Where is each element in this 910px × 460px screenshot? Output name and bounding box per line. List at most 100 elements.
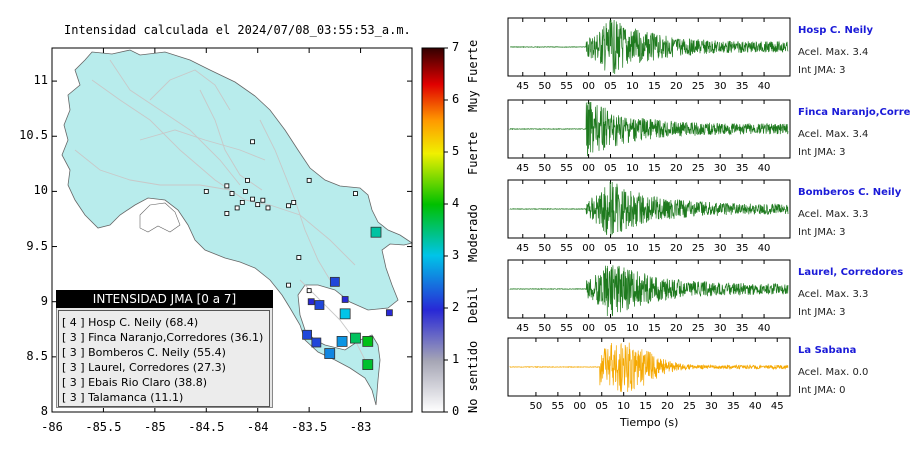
colorbar-tick-label: 1	[452, 352, 460, 366]
station-name: Hosp C. Neily	[798, 25, 873, 36]
minor-station-marker	[250, 196, 255, 202]
waveform-tick-label: 20	[669, 81, 683, 92]
map-ytick-label: 11	[33, 73, 48, 88]
waveform-tick-label: 05	[604, 323, 617, 334]
waveform-tick-label: 20	[669, 243, 683, 254]
waveform-tick-label: 45	[516, 243, 530, 254]
minor-station-marker	[234, 205, 240, 211]
colorbar-tick-label: 4	[452, 196, 460, 210]
waveform-trace	[510, 19, 789, 75]
waveform-panel	[507, 99, 791, 159]
colorbar-tick-label: 3	[452, 248, 460, 262]
legend-line: [ 3 ] Finca Naranjo,Corredores (36.1)	[62, 331, 264, 344]
intensity-marker	[314, 300, 325, 310]
waveform-tick-label: 10	[626, 323, 639, 334]
intensity-marker	[362, 336, 374, 347]
waveform-panel	[507, 337, 791, 397]
colorbar	[421, 47, 445, 413]
intensity-marker	[385, 309, 393, 317]
waveform-tick-label: 25	[683, 401, 696, 412]
intensity-marker	[350, 332, 361, 344]
waveform-tick-label: 05	[604, 81, 617, 92]
waveform-tick-label: 15	[648, 81, 661, 92]
minor-station-marker	[260, 197, 266, 203]
waveform-tick-label: 20	[661, 401, 674, 412]
colorbar-tick-label: 5	[452, 144, 460, 158]
waveform-tick-label: 50	[538, 163, 552, 174]
waveform-tick-label: 30	[713, 323, 727, 334]
station-jma: Int JMA: 3	[798, 227, 846, 238]
waveform-panel	[507, 259, 791, 319]
legend-inner	[58, 310, 270, 407]
map-title: Intensidad calculada el 2024/07/08_03:55…	[64, 23, 411, 37]
minor-station-marker	[245, 177, 250, 183]
colorbar-category-label: No sentido	[466, 340, 480, 413]
map-xtick-label: -85	[144, 420, 166, 434]
intensity-marker	[324, 348, 336, 359]
map-xtick-label: -84	[246, 420, 269, 434]
map-xtick-label: -83.5	[291, 420, 328, 434]
waveform-tick-label: 10	[626, 163, 639, 174]
waveform-tick-label: 00	[582, 323, 595, 334]
minor-station-marker	[224, 211, 230, 216]
waveform-tick-label: 35	[735, 243, 749, 254]
waveform-tick-label: 45	[516, 323, 530, 334]
legend-line: [ 3 ] Talamanca (11.1)	[62, 391, 184, 404]
map-xtick-label: -86	[41, 420, 63, 434]
intensity-marker	[370, 226, 382, 238]
waveform-tick-label: 15	[648, 243, 661, 254]
minor-station-marker	[296, 255, 302, 260]
intensity-marker	[339, 308, 351, 320]
waveform-tick-label: 10	[617, 401, 631, 412]
minor-station-marker	[291, 200, 297, 205]
map-ytick-label: 10.5	[19, 128, 48, 143]
waveform-panel	[507, 17, 791, 77]
map-ytick-label: 9	[40, 293, 48, 308]
waveform-tick-label: 00	[582, 163, 595, 174]
waveform-tick-label: 40	[757, 243, 771, 254]
waveform-trace	[509, 265, 789, 317]
minor-station-marker	[306, 288, 312, 294]
waveform-tick-label: 40	[757, 323, 771, 334]
map-ytick-label: 8	[40, 404, 48, 418]
minor-station-marker	[229, 191, 235, 197]
intensity-marker	[302, 329, 312, 340]
intensity-marker	[336, 336, 348, 347]
minor-station-marker	[306, 177, 312, 183]
waveform-tick-label: 55	[560, 243, 573, 254]
legend-line: [ 3 ] Laurel, Corredores (27.3)	[62, 361, 226, 374]
waveform-tick-label: 35	[735, 323, 749, 334]
waveform-tick-label: 50	[538, 323, 552, 334]
waveform-tick-label: 40	[757, 81, 771, 92]
map-ytick-label: 10	[33, 183, 48, 198]
waveform-tick-label: 15	[648, 163, 661, 174]
minor-station-marker	[255, 202, 261, 208]
station-accel: Acel. Max. 3.3	[798, 209, 869, 220]
colorbar-tick-label: 6	[452, 92, 460, 106]
waveform-tick-label: 35	[726, 401, 740, 412]
station-name: La Sabana	[798, 345, 857, 356]
station-jma: Int JMA: 3	[798, 65, 846, 76]
intensity-marker	[307, 298, 315, 306]
minor-station-marker	[353, 191, 358, 197]
waveform-tick-label: 05	[604, 163, 617, 174]
colorbar-tick-label: 7	[452, 40, 460, 54]
map-ytick-label: 8.5	[26, 348, 48, 363]
waveform-trace	[509, 101, 789, 157]
waveform-tick-label: 35	[735, 81, 749, 92]
minor-station-marker	[242, 188, 248, 194]
waveform-xlabel: Tiempo (s)	[620, 416, 679, 429]
intensity-marker	[341, 296, 349, 303]
station-name: Laurel, Corredores	[798, 267, 904, 278]
station-jma: Int JMA: 3	[798, 147, 846, 158]
station-jma: Int JMA: 0	[798, 385, 846, 396]
waveform-tick-label: 20	[669, 163, 683, 174]
waveform-tick-label: 10	[626, 243, 639, 254]
waveform-tick-label: 40	[748, 401, 762, 412]
waveform-tick-label: 30	[705, 401, 718, 412]
waveform-tick-label: 45	[770, 401, 784, 412]
intensity-markers-layer	[302, 226, 393, 370]
waveform-tick-label: 00	[582, 81, 595, 92]
